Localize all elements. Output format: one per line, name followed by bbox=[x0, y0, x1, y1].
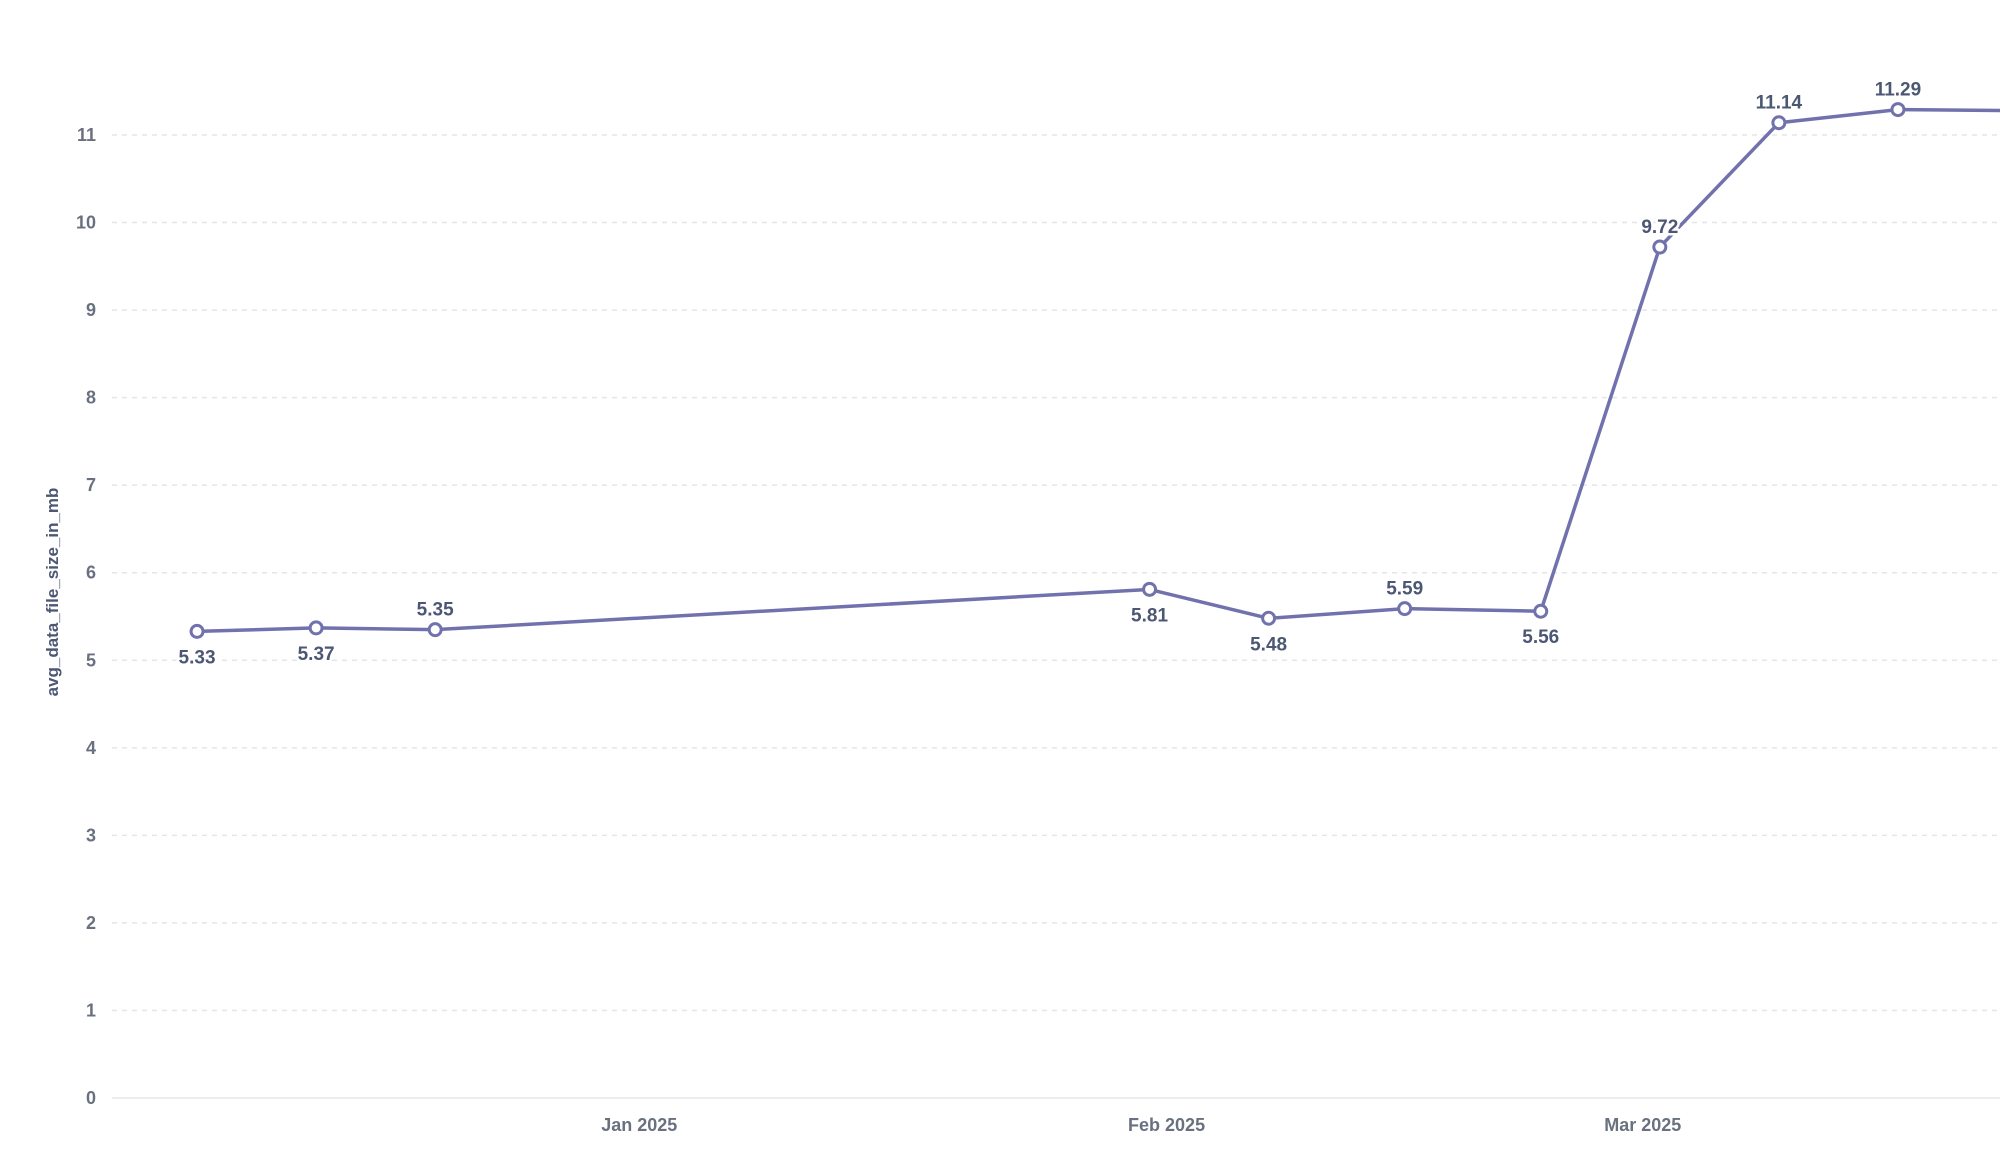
data-point[interactable] bbox=[427, 622, 443, 638]
data-point[interactable] bbox=[308, 620, 324, 636]
data-points bbox=[189, 102, 1906, 639]
y-tick-label: 9 bbox=[86, 300, 96, 320]
data-label: 5.33 bbox=[179, 647, 216, 668]
series-line bbox=[195, 107, 2000, 634]
data-point[interactable] bbox=[1261, 610, 1277, 626]
grid-lines bbox=[112, 134, 2000, 1099]
y-tick-label: 10 bbox=[76, 213, 96, 233]
y-tick-label: 3 bbox=[86, 825, 96, 845]
y-tick-label: 8 bbox=[86, 388, 96, 408]
x-axis-ticks: Jan 2025 Feb 2025 Mar 2025 bbox=[601, 1115, 1681, 1135]
x-tick-label: Feb 2025 bbox=[1128, 1115, 1205, 1135]
y-axis-title: avg_data_file_size_in_mb bbox=[43, 488, 62, 697]
y-tick-label: 7 bbox=[86, 475, 96, 495]
y-tick-label: 2 bbox=[86, 913, 96, 933]
data-label: 5.81 bbox=[1131, 605, 1168, 626]
x-tick-label: Mar 2025 bbox=[1604, 1115, 1681, 1135]
data-point[interactable] bbox=[1142, 581, 1158, 597]
data-point[interactable] bbox=[189, 623, 205, 639]
y-tick-label: 4 bbox=[86, 738, 96, 758]
data-label: 5.48 bbox=[1250, 634, 1287, 655]
data-point[interactable] bbox=[1533, 603, 1549, 619]
y-tick-label: 6 bbox=[86, 563, 96, 583]
data-point[interactable] bbox=[1771, 115, 1787, 131]
data-label: 11.14 bbox=[1756, 93, 1803, 114]
data-label: 5.35 bbox=[417, 600, 454, 621]
y-tick-label: 1 bbox=[86, 1000, 96, 1020]
y-tick-label: 11 bbox=[77, 125, 96, 145]
y-tick-label: 0 bbox=[86, 1088, 96, 1108]
data-label: 11.29 bbox=[1875, 80, 1922, 101]
data-label: 5.37 bbox=[298, 644, 335, 665]
series-line-layer bbox=[195, 107, 2000, 634]
data-label: 5.59 bbox=[1386, 579, 1423, 600]
data-point[interactable] bbox=[1397, 601, 1413, 617]
data-point[interactable] bbox=[1890, 102, 1906, 118]
y-axis-ticks: 0 1 2 3 4 5 6 7 8 9 10 11 bbox=[76, 125, 96, 1108]
data-point[interactable] bbox=[1652, 239, 1668, 255]
data-label: 9.72 bbox=[1641, 217, 1678, 238]
data-labels: 5.33 5.37 5.35 5.81 5.48 5.59 5.56 9.72 11.14 11.… bbox=[176, 77, 1924, 671]
y-tick-label: 5 bbox=[86, 650, 96, 670]
data-label: 5.56 bbox=[1522, 627, 1559, 648]
x-tick-label: Jan 2025 bbox=[601, 1115, 677, 1135]
